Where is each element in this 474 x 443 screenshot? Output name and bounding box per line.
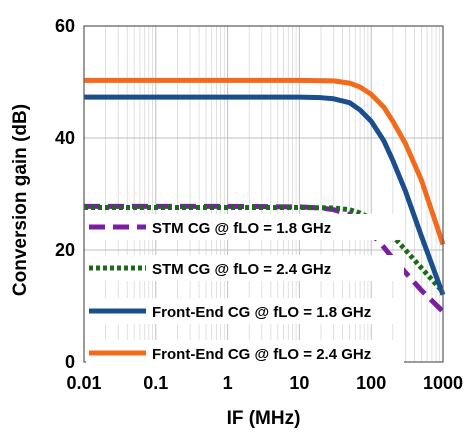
series-line-4 xyxy=(84,77,446,246)
legend-label: Front-End CG @ fLO = 2.4 GHz xyxy=(152,346,371,363)
y-tick-labels: 0 20 40 60 xyxy=(55,16,75,372)
x-tick-label: 10 xyxy=(289,373,309,393)
x-tick-labels: 0.01 0.1 1 10 100 1000 xyxy=(66,373,463,393)
y-tick-label: 40 xyxy=(55,128,75,148)
y-tick-label: 0 xyxy=(65,352,75,372)
x-tick-label: 1 xyxy=(223,373,233,393)
series-line-3 xyxy=(84,94,446,296)
x-tick-label: 100 xyxy=(356,373,386,393)
y-tick-label: 60 xyxy=(55,16,75,36)
legend: STM CG @ fLO = 1.8 GHz STM CG @ fLO = 2.4… xyxy=(86,214,404,366)
y-tick-label: 20 xyxy=(55,240,75,260)
legend-label: STM CG @ fLO = 2.4 GHz xyxy=(152,261,331,278)
y-axis-title: Conversion gain (dB) xyxy=(10,104,31,296)
x-tick-label: 0.1 xyxy=(143,373,168,393)
legend-label: STM CG @ fLO = 1.8 GHz xyxy=(152,220,331,237)
x-tick-label: 1000 xyxy=(423,373,463,393)
x-tick-label: 0.01 xyxy=(66,373,101,393)
legend-label: Front-End CG @ fLO = 1.8 GHz xyxy=(152,304,371,321)
x-axis-title: IF (MHz) xyxy=(227,408,301,429)
